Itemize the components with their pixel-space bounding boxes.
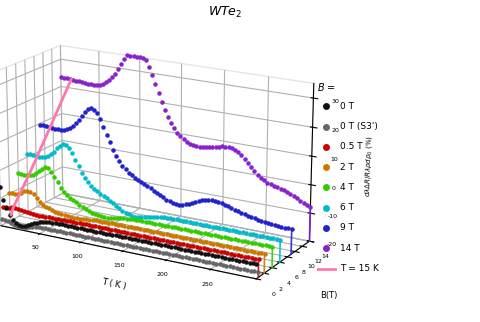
Text: T = 15 K: T = 15 K <box>340 264 379 273</box>
Text: 2 T: 2 T <box>340 163 354 172</box>
Text: 14 T: 14 T <box>340 244 360 253</box>
Text: 0 T (S3'): 0 T (S3') <box>340 122 378 131</box>
Text: 4 T: 4 T <box>340 183 354 192</box>
X-axis label: T ( K ): T ( K ) <box>100 277 127 291</box>
Text: 0 T: 0 T <box>340 102 354 111</box>
Text: $B$ =: $B$ = <box>317 81 336 93</box>
Text: 0.5 T: 0.5 T <box>340 142 362 151</box>
Text: 9 T: 9 T <box>340 223 354 232</box>
Y-axis label: B(T): B(T) <box>321 291 338 300</box>
Text: 6 T: 6 T <box>340 203 354 212</box>
Text: WTe$_2$: WTe$_2$ <box>208 5 242 20</box>
